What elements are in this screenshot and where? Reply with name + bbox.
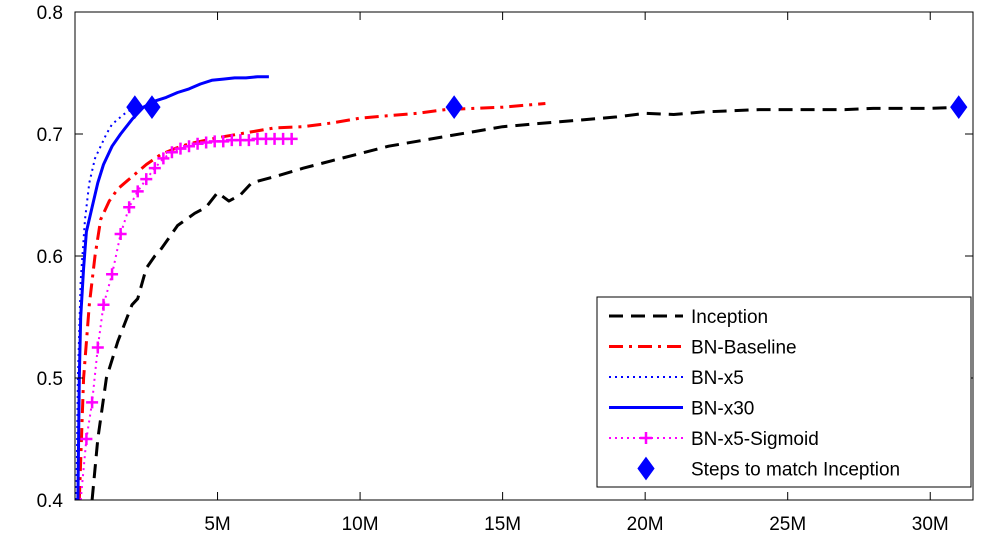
steps-to-match-inception-point-0 [126,95,144,120]
bn-x5-sigmoid-line [79,137,292,501]
bn-x5-sigmoid-point-9 [140,173,153,186]
legend-swatch-marker-bn-x5-sigmoid [640,432,652,444]
legend-label-bn-x5-sigmoid: BN-x5-Sigmoid [691,429,819,450]
y-tick-label-2: 0.6 [37,247,63,268]
bn-x5-sigmoid-point-26 [285,132,298,145]
bn-x5-sigmoid-point-3 [91,341,104,354]
bn-x5-sigmoid-point-11 [157,152,170,165]
bn-x5-sigmoid-point-7 [123,201,136,214]
y-tick-label-3: 0.7 [37,125,63,146]
x-tick-label-5: 30M [912,514,949,535]
bn-x5-sigmoid-point-2 [86,396,99,409]
x-tick-label-1: 10M [342,514,379,535]
legend-label-bn-x30: BN-x30 [691,399,754,420]
y-tick-label-4: 0.8 [37,3,63,24]
steps-to-match-inception-point-2 [445,95,463,120]
legend-label-steps-to-match-inception: Steps to match Inception [691,460,900,481]
inception-line [90,105,959,501]
legend-label-bn-baseline: BN-Baseline [691,338,797,359]
x-tick-label-2: 15M [484,514,521,535]
bn-x5-sigmoid-point-10 [148,162,161,175]
legend-label-inception: Inception [691,307,768,328]
bn-x5-sigmoid-point-1 [80,433,93,445]
legend-swatch-steps-to-match-inception [637,456,655,481]
x-tick-label-0: 5M [204,514,230,535]
bn-x5-sigmoid-point-6 [114,228,127,241]
steps-to-match-inception-point-1 [143,95,161,120]
bn-x5-sigmoid-point-13 [174,142,187,155]
bn-x5-sigmoid-point-4 [97,298,110,311]
legend: Inception BN-Baseline BN-x5 BN-x30 BN-x5-Sig… [596,296,972,488]
y-tick-label-0: 0.4 [37,491,64,512]
x-tick-label-4: 25M [769,514,806,535]
plot-markers [80,95,968,445]
steps-to-match-inception-point-3 [950,95,968,120]
bn-x5-sigmoid-point-5 [106,268,119,281]
bn-baseline-line [77,102,546,501]
bn-x5-sigmoid-point-8 [131,185,144,198]
axes: 5M 10M 15M 20M 25M 30M 0.4 0.5 0.6 0.7 0.8 [37,3,973,535]
legend-box [596,296,972,488]
bn-x5-sigmoid-point-14 [183,140,196,153]
bn-x5-sigmoid-point-12 [165,146,178,159]
x-tick-label-3: 20M [627,514,664,535]
y-tick-label-1: 0.5 [37,369,63,390]
legend-label-bn-x5: BN-x5 [691,368,744,389]
